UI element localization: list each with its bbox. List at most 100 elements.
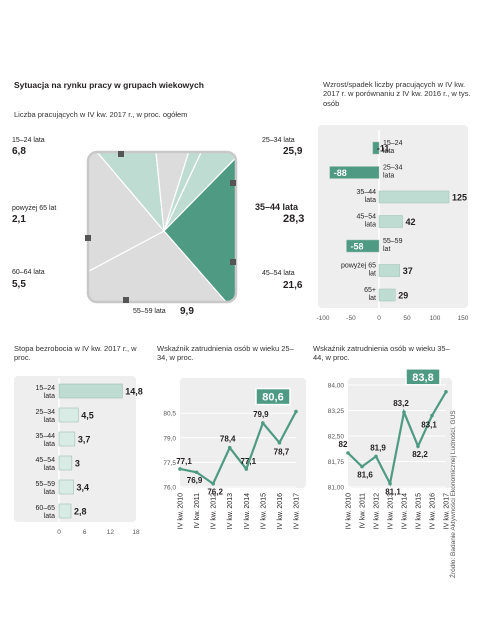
change-bar xyxy=(378,215,403,228)
change-category-label: lata xyxy=(383,173,394,180)
change-tick-label: -50 xyxy=(346,315,356,322)
change-value-label: 125 xyxy=(452,193,467,203)
change-category-label: lat xyxy=(383,246,390,253)
data-label: 79,9 xyxy=(253,410,269,419)
series-line xyxy=(347,391,447,487)
x-tick-label: IV kw. 2011 xyxy=(194,493,201,529)
unemp-tick-label: 12 xyxy=(107,529,115,536)
data-point xyxy=(430,413,434,418)
data-label: 83,8 xyxy=(412,372,433,384)
data-label: 83,1 xyxy=(421,421,437,430)
unemployment-chart-panel xyxy=(14,376,136,522)
employment-35-44-subtitle: Wskaźnik zatrudnienia osób w wieku 35–44… xyxy=(313,344,450,363)
data-label: 77,1 xyxy=(176,457,192,466)
y-tick-label: 80,5 xyxy=(163,411,176,418)
change-bar xyxy=(378,264,400,277)
change-tick-label: 50 xyxy=(403,315,411,322)
series-line xyxy=(179,411,297,486)
data-label: 80,6 xyxy=(262,392,283,404)
unemp-category-label: 15–24 xyxy=(36,385,56,392)
pie-value-55-59: 9,9 xyxy=(180,306,194,317)
unemp-category-label: lata xyxy=(44,513,55,520)
unemp-tick-label: 0 xyxy=(57,529,61,536)
change-value-label: 29 xyxy=(398,291,408,301)
pie-value-60-64: 5,5 xyxy=(12,279,26,290)
unemp-bar xyxy=(58,431,76,447)
unemp-bar xyxy=(58,479,74,495)
x-tick-label: IV kw. 2017 xyxy=(294,493,301,529)
pie-label-15-24: 15–24 lata xyxy=(12,137,45,144)
x-tick-label: IV kw. 2012 xyxy=(374,493,381,529)
data-point xyxy=(374,454,378,459)
pie-slice xyxy=(95,152,165,233)
data-point xyxy=(346,451,350,455)
change-category-label: 35–44 xyxy=(357,189,377,196)
pie-value-25-34: 25,9 xyxy=(283,146,303,157)
change-subtitle: Wzrost/spadek liczby pracujących w IV kw… xyxy=(323,80,471,108)
y-tick-label: 82,50 xyxy=(328,434,345,441)
data-point xyxy=(194,470,199,475)
unemp-tick-label: 6 xyxy=(83,529,87,536)
unemp-value-label: 14,8 xyxy=(125,387,143,397)
unemp-category-label: lata xyxy=(44,417,55,424)
y-tick-label: 81,00 xyxy=(328,485,345,492)
data-label: 76,9 xyxy=(187,476,203,485)
change-category-label: lata xyxy=(365,222,376,229)
data-point xyxy=(244,467,249,471)
unemp-category-label: lata xyxy=(44,465,55,472)
data-label: 81,6 xyxy=(357,471,373,480)
unemp-tick-label: 18 xyxy=(132,529,140,536)
pie-value-45-54: 21,6 xyxy=(283,280,303,291)
unemp-category-label: lata xyxy=(44,489,55,496)
x-tick-label: IV kw. 2013 xyxy=(227,493,234,529)
x-tick-label: IV kw. 2017 xyxy=(444,493,451,529)
highlight-box xyxy=(405,368,441,386)
unemp-category-label: 35–44 xyxy=(36,433,56,440)
x-tick-label: IV kw. 2016 xyxy=(430,493,437,529)
unemp-category-label: lata xyxy=(44,393,55,400)
change-value-label: 42 xyxy=(406,217,416,227)
y-tick-label: 79,0 xyxy=(163,435,176,442)
data-point xyxy=(261,421,265,425)
pie-label-45-54: 45–54 lata xyxy=(262,270,295,277)
main-title: Sytuacja na rynku pracy w grupach wiekow… xyxy=(14,80,204,90)
pie-value-35-44: 28,3 xyxy=(283,213,305,225)
data-point xyxy=(211,481,215,486)
x-tick-label: IV kw. 2011 xyxy=(360,493,367,529)
pie-marker xyxy=(230,180,236,186)
unemp-value-label: 3 xyxy=(75,459,80,469)
data-point xyxy=(416,444,420,449)
data-label: 82 xyxy=(339,440,348,449)
pie-value-15-24: 6,8 xyxy=(12,146,26,157)
change-tick-label: -100 xyxy=(316,315,329,322)
data-label: 81,9 xyxy=(370,443,386,452)
data-label: 78,7 xyxy=(274,448,290,457)
pie-slice xyxy=(163,156,236,302)
unemployment-subtitle: Stopa bezrobocia w IV kw. 2017 r., w pro… xyxy=(14,344,137,363)
pie-frame xyxy=(86,150,238,304)
data-label: 83,2 xyxy=(393,399,409,408)
change-bar xyxy=(378,190,450,204)
change-category-label: lat xyxy=(369,295,376,302)
x-tick-label: IV kw. 2014 xyxy=(402,493,409,529)
pie-label-35-44: 35–44 lata xyxy=(255,202,299,212)
unemp-bar xyxy=(58,503,72,519)
pie-label-55-59: 55–59 lata xyxy=(133,308,166,315)
change-category-label: lat xyxy=(369,271,376,278)
change-category-label: powyżej 65 xyxy=(341,263,376,270)
x-tick-label: IV kw. 2010 xyxy=(178,493,185,529)
change-category-label: lata xyxy=(365,197,376,204)
change-value-label: -88 xyxy=(334,168,347,178)
y-tick-label: 76,0 xyxy=(163,485,176,492)
x-tick-label: IV kw. 2013 xyxy=(388,493,395,529)
pie-value-65plus: 2,1 xyxy=(12,214,26,225)
change-tick-label: 100 xyxy=(430,315,441,322)
change-category-label: 15–24 xyxy=(383,140,403,147)
pie-slice xyxy=(88,152,165,273)
pie-label-60-64: 60–64 lata xyxy=(12,269,45,276)
data-point xyxy=(444,390,448,394)
pie-slice xyxy=(155,152,190,232)
change-category-label: 25–34 xyxy=(383,165,403,172)
